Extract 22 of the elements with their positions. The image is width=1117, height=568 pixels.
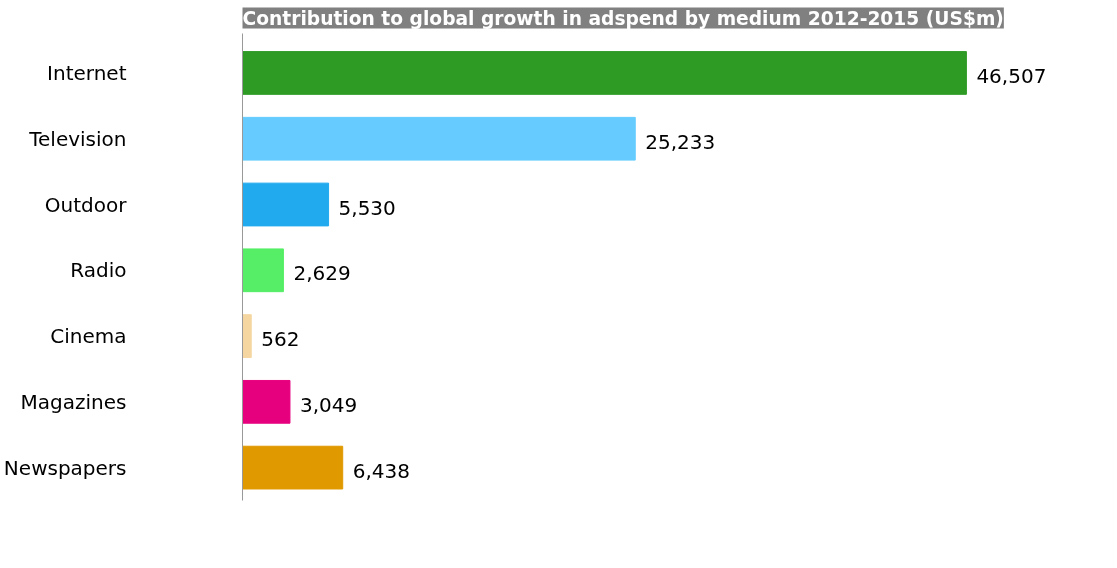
y-tick-label: Internet [47, 60, 127, 85]
y-tick-label: Cinema [50, 324, 127, 349]
data-label: 46,507 [976, 63, 1047, 88]
chart-title: Contribution to global growth in adspend by medium 2012-2015 (US$m) [242, 7, 1004, 29]
bar [242, 182, 330, 227]
bar [242, 379, 291, 424]
y-tick-label: Outdoor [44, 192, 128, 217]
data-label: 562 [261, 327, 300, 352]
data-label: 2,629 [293, 261, 351, 286]
data-label: 3,049 [299, 392, 358, 417]
y-tick-label: Radio [70, 258, 127, 283]
data-label: 6,438 [352, 458, 410, 483]
bar [242, 116, 636, 161]
bar [242, 445, 344, 490]
data-label: 25,233 [645, 129, 716, 154]
bar [242, 314, 252, 358]
bar [242, 248, 284, 293]
data-label: 5,530 [338, 195, 396, 220]
y-tick-label: Newspapers [3, 455, 127, 480]
y-tick-label: Magazines [20, 389, 127, 414]
y-tick-label: Television [28, 126, 127, 151]
bar [242, 51, 967, 95]
